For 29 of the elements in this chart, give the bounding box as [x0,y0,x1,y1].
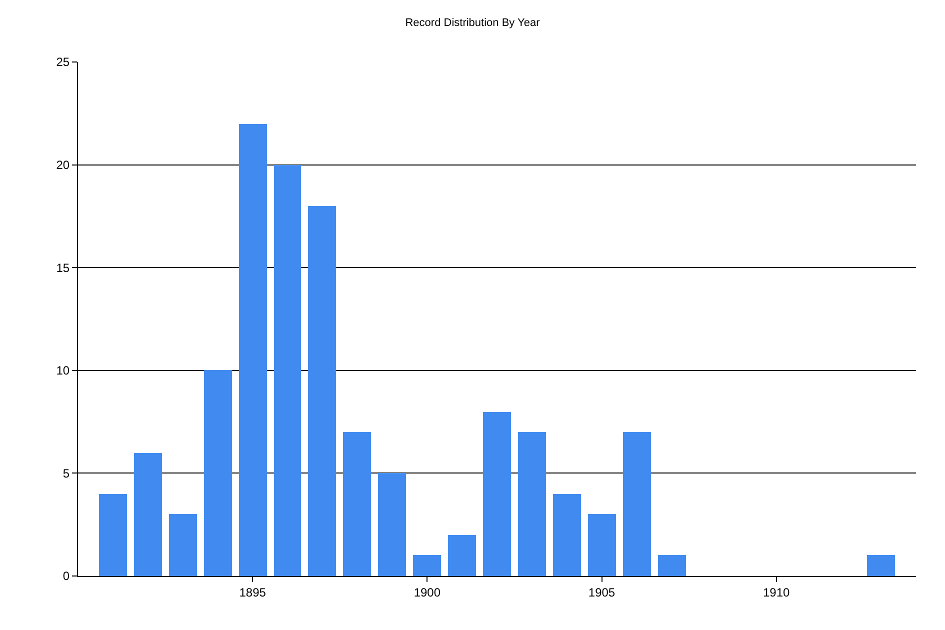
bar [134,453,162,576]
bar [553,494,581,576]
y-tick-label: 10 [56,364,70,378]
bar [623,432,651,576]
bar [867,555,895,576]
x-tick-label: 1895 [239,585,266,600]
x-tick-label: 1900 [414,585,441,600]
y-tick-label: 0 [62,569,70,584]
y-tick-label: 20 [56,158,70,172]
bar [518,432,546,576]
bar [378,473,406,576]
chart-title: Record Distribution By Year [405,16,540,29]
bar [204,370,232,576]
y-tick-label: 25 [56,55,70,70]
x-tick-label: 1905 [588,585,616,600]
bar [343,432,371,576]
bar [99,494,127,576]
bar [658,555,686,576]
bar [308,206,336,576]
bar [239,124,267,576]
x-tick-label: 1910 [762,585,790,600]
bar [448,535,476,576]
bar [274,165,301,576]
bar [413,555,441,576]
y-tick-label: 5 [62,466,70,480]
bar [588,514,616,576]
bar [169,514,197,576]
bar [483,412,511,576]
y-tick-label: 15 [56,260,70,275]
